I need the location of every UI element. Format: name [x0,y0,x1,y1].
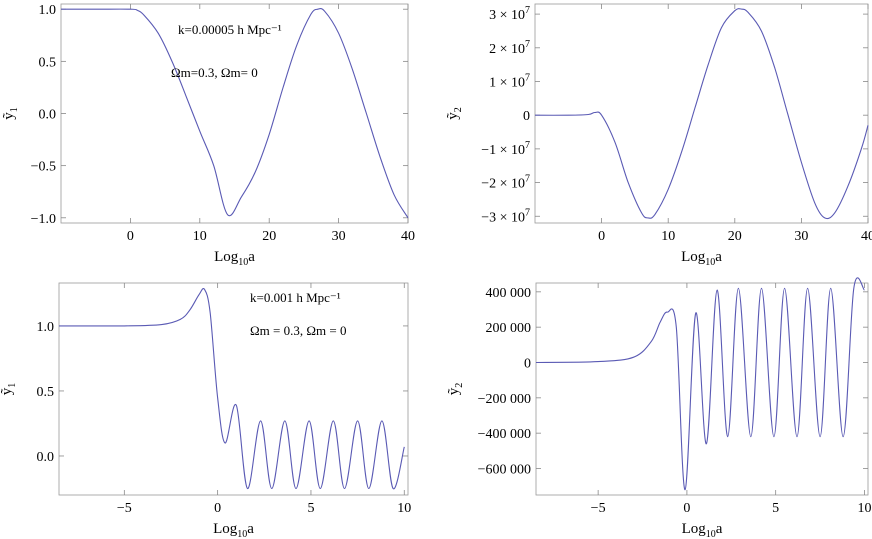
y-tick-label: −0.5 [31,160,56,175]
x-tick-label: −5 [591,501,606,516]
y-tick-label: 1.0 [37,320,55,335]
x-axis-label-tail: a [716,521,723,537]
chart-panel-2: 0 10 20 30 40 3 × 107 2 × 107 1 × 107 0 −1 × 107 −… [445,3,872,268]
y-tick-label: 2 × 107 [489,39,530,57]
y-tick-label: −1.0 [31,212,56,227]
y-axis-label-sub: 1 [9,107,20,112]
x-tick-label: −5 [117,501,132,516]
y-tick-label: −600 000 [478,463,531,478]
y-tick-label: 0.0 [39,108,57,123]
annotation: Ωm = 0.3, Ωm = 0 [250,323,346,338]
y-tick-label: 200 000 [486,321,532,336]
series-line [58,288,405,490]
x-tick-label: 10 [397,501,411,516]
y-axis-label: ỹ2 [446,383,465,396]
x-axis-label-sub: 10 [237,529,247,539]
y-tick-exponent: 7 [525,5,530,16]
series-line [535,277,865,491]
plot-frame [534,3,869,224]
series-line [534,8,869,220]
x-tick-label: 10 [661,229,675,244]
x-axis-label-tail: a [248,249,255,265]
y-axis-label-sub: 1 [7,383,18,388]
x-axis-label-tail: a [715,249,722,265]
x-axis-label-sub: 10 [238,257,248,268]
chart-panel-4: −5 0 5 10 400 000 200 000 0 −200 000 −400 000 −60… [446,277,871,539]
x-axis-label: Log10a [681,249,722,268]
y-tick-exponent: 7 [525,207,530,218]
y-axis-label-sub: 2 [454,383,465,388]
x-axis-label-sub: 10 [706,529,716,539]
x-axis-label: Log10a [682,521,723,539]
x-tick-label: 40 [401,229,415,244]
y-tick-label: 0.5 [37,385,55,400]
y-tick-label: 0 [524,357,531,372]
y-tick-exponent: 7 [525,72,530,83]
x-axis-label: Log10a [214,249,255,268]
x-axis-label-sub: 10 [705,257,715,268]
series-line [60,8,409,219]
annotation: Ωm=0.3, Ωm= 0 [171,65,258,80]
x-tick-label: 30 [332,229,346,244]
x-tick-label: 10 [193,229,207,244]
plot-frame [58,282,409,496]
y-tick-label: 3 × 107 [489,5,530,23]
y-axis-label: ỹ1 [1,107,20,120]
x-tick-label: 0 [598,229,605,244]
x-tick-label: 40 [861,229,872,244]
y-axis-label: ỹ1 [0,383,18,396]
chart-panel-1: 0 10 20 30 40 1.0 0.5 0.0 −0.5 −1.0 Log10a ỹ1 k=0.00… [1,3,415,268]
y-tick-label: 1 × 107 [489,72,530,90]
y-tick-label: −200 000 [478,392,531,407]
x-tick-label: 5 [307,501,314,516]
y-tick-label: 400 000 [486,286,532,301]
y-tick-label: 0.5 [39,55,57,70]
y-tick-exponent: 7 [525,140,530,151]
y-tick-label: −3 × 107 [481,207,530,225]
x-axis-label: Log10a [213,521,254,539]
x-tick-label: 10 [857,501,871,516]
x-tick-label: 30 [794,229,808,244]
y-tick-label: 0 [523,109,530,124]
x-tick-label: 5 [772,501,779,516]
plot-frame [535,282,869,496]
x-tick-label: 20 [728,229,742,244]
annotation: k=0.001 h Mpc⁻¹ [250,290,341,305]
x-tick-label: 0 [214,501,221,516]
annotation: k=0.00005 h Mpc⁻¹ [178,22,282,37]
x-tick-label: 0 [683,501,690,516]
y-tick-label: −2 × 107 [481,174,530,192]
y-tick-exponent: 7 [525,174,530,185]
y-tick-label: 1.0 [39,3,57,18]
y-axis-label-sub: 2 [453,107,464,112]
x-tick-label: 0 [127,229,134,244]
y-tick-exponent: 7 [525,39,530,50]
y-axis-label: ỹ2 [445,107,464,120]
y-tick-label: −1 × 107 [481,140,530,158]
chart-panel-3: −5 0 5 10 1.0 0.5 0.0 Log10a ỹ1 k=0.001 h Mpc⁻¹ Ωm… [0,282,411,539]
x-tick-label: 20 [262,229,276,244]
x-axis-label-tail: a [247,521,254,537]
y-tick-label: −400 000 [478,427,531,442]
y-tick-label: 0.0 [37,450,55,465]
